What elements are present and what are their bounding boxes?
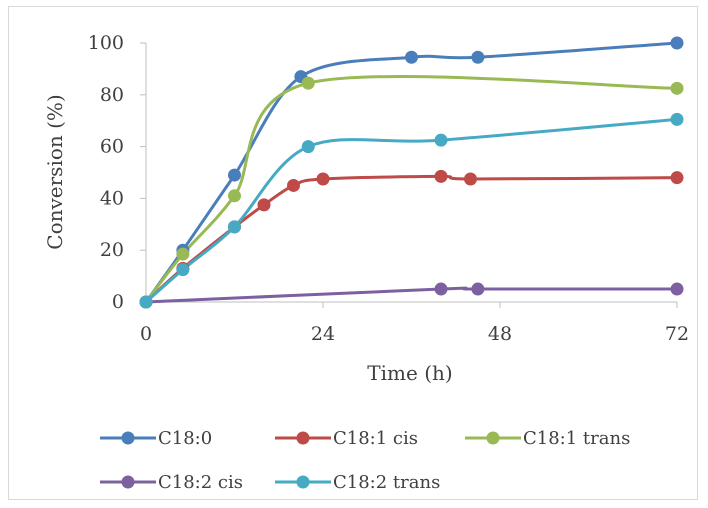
legend-label: C18:1 trans xyxy=(523,428,630,449)
x-axis-title: Time (h) xyxy=(367,361,452,385)
legend-swatch-marker xyxy=(296,475,310,489)
data-point xyxy=(301,76,315,90)
legend-label: C18:0 xyxy=(158,428,212,449)
series-lines xyxy=(144,41,679,304)
data-point xyxy=(471,50,485,64)
legend-swatch-marker xyxy=(121,431,135,445)
y-axis: 0 20 40 60 80 100 xyxy=(88,32,147,313)
y-tick-label: 20 xyxy=(100,239,124,261)
legend-label: C18:2 trans xyxy=(333,472,440,493)
legend-label: C18:1 cis xyxy=(333,428,418,449)
legend-item: C18:2 trans xyxy=(275,472,440,493)
legend-label: C18:2 cis xyxy=(158,472,243,493)
data-point xyxy=(139,295,153,309)
y-tick-label: 60 xyxy=(100,136,124,158)
legend-item: C18:0 xyxy=(100,428,212,449)
series-line-1 xyxy=(144,174,679,304)
data-point xyxy=(287,178,300,192)
series-line-4 xyxy=(144,117,679,304)
x-tick-label: 0 xyxy=(140,323,152,345)
data-point xyxy=(670,36,684,50)
data-point xyxy=(176,247,190,261)
data-point xyxy=(464,172,477,186)
legend-item: C18:1 cis xyxy=(275,428,418,449)
x-tick-label: 24 xyxy=(311,323,335,345)
data-point xyxy=(434,282,448,296)
legend-swatch-marker xyxy=(296,431,310,445)
x-tick-label: 72 xyxy=(665,323,689,345)
y-axis-title: Conversion (%) xyxy=(43,94,67,249)
series-markers xyxy=(139,36,684,309)
legend-item: C18:1 trans xyxy=(465,428,630,449)
data-point xyxy=(228,168,241,182)
data-point xyxy=(471,282,485,296)
y-tick-label: 100 xyxy=(88,32,124,54)
legend-swatch-marker xyxy=(486,431,500,445)
data-point xyxy=(228,220,241,234)
y-tick-label: 40 xyxy=(100,187,124,209)
legend-swatch-marker xyxy=(121,475,135,489)
data-point xyxy=(434,133,448,147)
series-line-3 xyxy=(144,286,679,304)
data-point xyxy=(405,50,418,64)
data-point xyxy=(434,169,448,183)
y-tick-label: 80 xyxy=(100,84,124,106)
data-point xyxy=(228,189,241,203)
legend: C18:0 C18:1 cis C18:1 trans C18:2 cis C18:2 … xyxy=(100,428,630,493)
data-point xyxy=(670,171,684,185)
data-point xyxy=(670,282,684,296)
data-point xyxy=(176,263,190,277)
x-tick-label: 48 xyxy=(488,323,512,345)
data-point xyxy=(670,112,684,126)
data-point xyxy=(670,81,684,95)
series-line-0 xyxy=(144,41,679,304)
chart-frame xyxy=(8,6,698,500)
legend-item: C18:2 cis xyxy=(100,472,243,493)
data-point xyxy=(301,140,315,154)
y-tick-label: 0 xyxy=(112,291,124,313)
x-axis: 0 24 48 72 xyxy=(140,301,689,345)
data-point xyxy=(316,172,330,186)
data-point xyxy=(257,198,271,212)
